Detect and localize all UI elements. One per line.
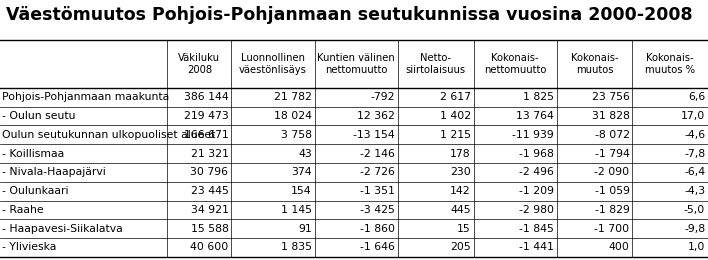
Text: - Raahe: - Raahe — [2, 205, 44, 215]
Text: -7,8: -7,8 — [684, 149, 705, 159]
Text: 1 402: 1 402 — [440, 111, 471, 121]
Text: - Haapavesi-Siikalatva: - Haapavesi-Siikalatva — [2, 224, 123, 234]
Text: -2 726: -2 726 — [360, 167, 395, 177]
Text: 21 321: 21 321 — [190, 149, 229, 159]
Text: 23 756: 23 756 — [592, 92, 629, 102]
Text: 17,0: 17,0 — [681, 111, 705, 121]
Text: -5,0: -5,0 — [684, 205, 705, 215]
Text: -1 209: -1 209 — [519, 186, 554, 196]
Text: -1 968: -1 968 — [519, 149, 554, 159]
Text: -1 700: -1 700 — [595, 224, 629, 234]
Text: - Nivala-Haapajärvi: - Nivala-Haapajärvi — [2, 167, 106, 177]
Text: 230: 230 — [450, 167, 471, 177]
Text: 1 145: 1 145 — [281, 205, 312, 215]
Text: 21 782: 21 782 — [274, 92, 312, 102]
Text: 178: 178 — [450, 149, 471, 159]
Text: 15 588: 15 588 — [190, 224, 229, 234]
Text: Luonnollinen
väestönlisäys: Luonnollinen väestönlisäys — [239, 53, 307, 75]
Text: -1 860: -1 860 — [360, 224, 395, 234]
Text: 40 600: 40 600 — [190, 243, 229, 252]
Text: -1 351: -1 351 — [360, 186, 395, 196]
Text: -13 154: -13 154 — [353, 130, 395, 140]
Text: -4,6: -4,6 — [684, 130, 705, 140]
Text: -1 829: -1 829 — [595, 205, 629, 215]
Text: 12 362: 12 362 — [358, 111, 395, 121]
Text: -2 496: -2 496 — [519, 167, 554, 177]
Text: -1 059: -1 059 — [595, 186, 629, 196]
Text: -3 425: -3 425 — [360, 205, 395, 215]
Text: Kuntien välinen
nettomuutto: Kuntien välinen nettomuutto — [317, 53, 395, 75]
Text: -2 980: -2 980 — [519, 205, 554, 215]
Text: Kokonais-
muutos: Kokonais- muutos — [571, 53, 619, 75]
Text: - Ylivieska: - Ylivieska — [2, 243, 57, 252]
Text: -8 072: -8 072 — [595, 130, 629, 140]
Text: 1,0: 1,0 — [687, 243, 705, 252]
Text: Väestömuutos Pohjois-Pohjanmaan seutukunnissa vuosina 2000-2008: Väestömuutos Pohjois-Pohjanmaan seutukun… — [6, 6, 692, 24]
Text: 30 796: 30 796 — [190, 167, 229, 177]
Text: -2 146: -2 146 — [360, 149, 395, 159]
Text: 374: 374 — [291, 167, 312, 177]
Text: Oulun seutukunnan ulkopuoliset alueet: Oulun seutukunnan ulkopuoliset alueet — [2, 130, 215, 140]
Text: 400: 400 — [609, 243, 629, 252]
Text: 219 473: 219 473 — [184, 111, 229, 121]
Text: 1 215: 1 215 — [440, 130, 471, 140]
Text: 43: 43 — [298, 149, 312, 159]
Text: 18 024: 18 024 — [274, 111, 312, 121]
Text: - Oulunkaari: - Oulunkaari — [2, 186, 69, 196]
Text: -792: -792 — [371, 92, 395, 102]
Text: -1 441: -1 441 — [519, 243, 554, 252]
Text: 15: 15 — [457, 224, 471, 234]
Text: -11 939: -11 939 — [513, 130, 554, 140]
Text: 23 445: 23 445 — [190, 186, 229, 196]
Text: 31 828: 31 828 — [592, 111, 629, 121]
Text: - Koillismaa: - Koillismaa — [2, 149, 64, 159]
Text: -4,3: -4,3 — [684, 186, 705, 196]
Text: -1 794: -1 794 — [595, 149, 629, 159]
Text: 166 671: 166 671 — [184, 130, 229, 140]
Text: -1 646: -1 646 — [360, 243, 395, 252]
Text: -1 845: -1 845 — [519, 224, 554, 234]
Text: Väkiluku
2008: Väkiluku 2008 — [178, 53, 220, 75]
Text: 1 825: 1 825 — [523, 92, 554, 102]
Text: 445: 445 — [450, 205, 471, 215]
Text: 205: 205 — [450, 243, 471, 252]
Text: Kokonais-
muutos %: Kokonais- muutos % — [645, 53, 695, 75]
Text: - Oulun seutu: - Oulun seutu — [2, 111, 76, 121]
Text: -9,8: -9,8 — [684, 224, 705, 234]
Text: Netto-
siirtolaisuus: Netto- siirtolaisuus — [406, 53, 466, 75]
Text: 34 921: 34 921 — [190, 205, 229, 215]
Text: 3 758: 3 758 — [281, 130, 312, 140]
Text: Pohjois-Pohjanmaan maakunta: Pohjois-Pohjanmaan maakunta — [2, 92, 169, 102]
Text: Kokonais-
nettomuutto: Kokonais- nettomuutto — [484, 53, 547, 75]
Text: 142: 142 — [450, 186, 471, 196]
Text: 154: 154 — [291, 186, 312, 196]
Text: 386 144: 386 144 — [184, 92, 229, 102]
Text: -6,4: -6,4 — [684, 167, 705, 177]
Text: 91: 91 — [298, 224, 312, 234]
Text: 13 764: 13 764 — [516, 111, 554, 121]
Text: 6,6: 6,6 — [688, 92, 705, 102]
Text: 2 617: 2 617 — [440, 92, 471, 102]
Text: -2 090: -2 090 — [595, 167, 629, 177]
Text: 1 835: 1 835 — [281, 243, 312, 252]
